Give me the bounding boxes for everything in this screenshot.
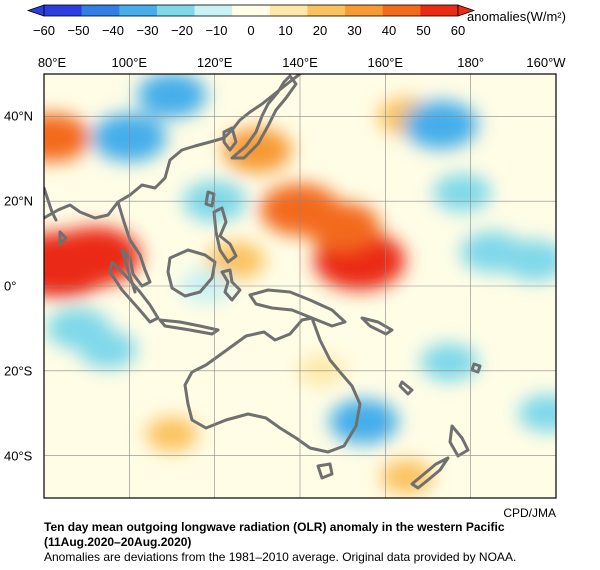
colorbar-tick-label: 60: [450, 23, 466, 38]
positive-anomaly-patch: [380, 459, 433, 495]
coast-new-zealand-south: [410, 456, 450, 490]
coast-korea: [222, 126, 238, 152]
colorbar-segment: [156, 5, 195, 16]
caption-title: Ten day mean outgoing longwave radiation…: [44, 520, 505, 534]
negative-anomaly-patch: [420, 343, 479, 382]
colorbar-tick-label: 10: [278, 23, 293, 38]
colorbar-tick-label: −50: [67, 23, 90, 38]
longitude-label: 140°E: [282, 55, 318, 70]
colorbar-segment: [382, 5, 421, 16]
colorbar-tick-label: 0: [247, 23, 255, 38]
colorbar-segment: [119, 5, 158, 16]
coast-sumatra: [108, 260, 160, 324]
coast-japan: [230, 74, 298, 160]
latitude-label: 20°N: [4, 193, 34, 209]
colorbar-right-arrow: [457, 4, 476, 17]
coast-sri-lanka: [58, 230, 68, 246]
latitude-label: 0°: [4, 278, 17, 294]
positive-anomaly-patch: [49, 226, 141, 286]
colorbar-segment: [345, 5, 384, 16]
colorbar: [26, 4, 476, 17]
colorbar-tick-label: 50: [416, 23, 431, 38]
colorbar-segment: [269, 5, 308, 16]
caption-period: (11Aug.2020–20Aug.2020): [44, 535, 192, 549]
colorbar-segment: [232, 5, 271, 16]
coast-taiwan: [204, 190, 216, 208]
colorbar-tick-label: −40: [101, 23, 125, 38]
coast-philippines: [212, 206, 238, 264]
negative-anomaly-patch: [403, 100, 479, 150]
coast-borneo: [166, 248, 217, 298]
coast-asia: [44, 74, 302, 220]
positive-anomaly-patch: [305, 202, 380, 251]
longitude-label: 80°E: [37, 55, 67, 70]
latitude-label: 20°S: [4, 363, 33, 379]
coast-india: [44, 186, 58, 222]
coast-new-caledonia: [398, 380, 414, 396]
coast-fiji: [470, 362, 482, 374]
coastlines: [44, 74, 482, 490]
credit-label: CPD/JMA: [503, 506, 556, 520]
negative-anomaly-patch: [79, 330, 137, 369]
colorbar-tick-label: −60: [32, 23, 56, 38]
latitude-label: 40°S: [4, 448, 33, 464]
colorbar-tick-label: −30: [136, 23, 159, 38]
negative-anomaly-patch: [518, 394, 556, 433]
positive-anomaly-patch: [145, 417, 199, 452]
negative-anomaly-patch: [502, 239, 556, 282]
colorbar-segments: [43, 4, 459, 17]
graticule: [44, 74, 556, 498]
colorbar-tick-label: −20: [170, 23, 194, 38]
latitude-label: 40°N: [4, 108, 34, 124]
negative-anomaly-patch: [137, 74, 207, 118]
colorbar-tick-label: −10: [205, 23, 228, 38]
coast-new-zealand-north: [448, 424, 470, 458]
coast-solomon-islands: [360, 316, 394, 336]
anomaly-field: [44, 74, 556, 495]
colorbar-tick-label: 30: [347, 23, 362, 38]
coast-java: [158, 318, 220, 336]
colorbar-segment: [420, 5, 459, 16]
map-area: [43, 73, 557, 499]
colorbar-left-arrow: [26, 4, 45, 17]
longitude-label: 160°E: [367, 55, 404, 70]
coast-sulawesi: [220, 268, 242, 302]
coast-new-guinea: [248, 288, 347, 328]
colorbar-segment: [81, 5, 120, 16]
negative-anomaly-patch: [329, 399, 399, 445]
positive-anomaly-patch: [44, 113, 90, 162]
longitude-label: 160°W: [526, 55, 566, 70]
coast-indochina: [116, 200, 152, 294]
longitude-label: 120°E: [196, 55, 233, 70]
colorbar-segment: [307, 5, 346, 16]
colorbar-segment: [44, 5, 82, 16]
colorbar-tick-label: 40: [381, 23, 397, 38]
longitude-label: 180°: [457, 55, 485, 70]
negative-anomaly-patch: [433, 173, 492, 212]
map-frame: [43, 73, 557, 499]
coast-australia: [183, 316, 362, 454]
positive-anomaly-patch: [222, 127, 292, 173]
longitude-label: 100°E: [111, 55, 148, 70]
colorbar-tick-label: 20: [312, 23, 328, 38]
colorbar-segment: [194, 5, 233, 16]
coast-tasmania: [316, 462, 334, 480]
caption-note: Anomalies are deviations from the 1981–2…: [44, 550, 517, 564]
colorbar-unit-label: anomalies(W/m²): [467, 9, 566, 24]
